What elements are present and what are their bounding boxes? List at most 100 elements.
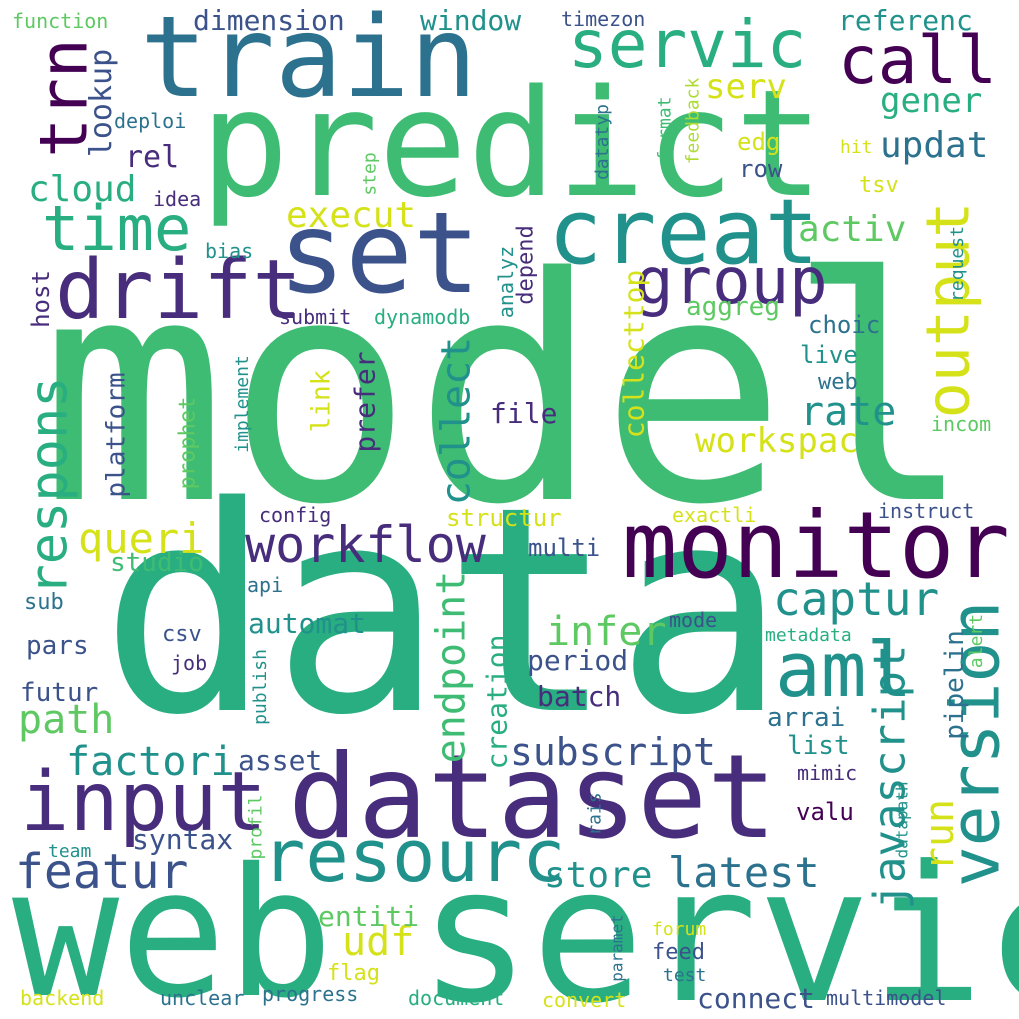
word-aggreg: aggreg — [686, 292, 780, 322]
word-referenc: referenc — [838, 4, 973, 37]
word-incom: incom — [931, 412, 992, 436]
word-test: test — [663, 965, 707, 986]
word-choic: choic — [808, 311, 881, 339]
word-csv: csv — [162, 622, 202, 647]
word-prefer: prefer — [348, 351, 382, 453]
word-gener: gener — [880, 81, 983, 121]
word-multimodel: multimodel — [826, 986, 947, 1010]
word-model: model — [40, 212, 974, 573]
word-time: time — [42, 192, 192, 265]
word-subscript: subscript — [510, 730, 716, 774]
word-collect: collect — [433, 336, 480, 506]
word-feedback: feedback — [682, 77, 704, 165]
word-pars: pars — [26, 631, 89, 661]
word-team: team — [48, 841, 92, 862]
word-store: store — [544, 855, 653, 896]
word-connect: connect — [697, 982, 816, 1015]
word-tsv: tsv — [859, 173, 899, 198]
word-workspac: workspac — [695, 421, 859, 461]
word-idea: idea — [153, 187, 202, 211]
word-rel: rel — [125, 140, 180, 175]
word-creation: creation — [480, 634, 514, 770]
word-host: host — [26, 270, 55, 328]
word-dimension: dimension — [193, 4, 345, 37]
word-collecttop: collecttop — [617, 269, 651, 439]
word-dataset: dataset — [288, 730, 777, 865]
word-timezon: timezon — [561, 7, 646, 31]
word-asset: asset — [238, 744, 323, 777]
word-endpoint: endpoint — [428, 570, 475, 764]
word-futur: futur — [20, 678, 99, 708]
word-rais: rais — [584, 792, 606, 836]
word-flag: flag — [327, 961, 380, 986]
word-backend: backend — [20, 986, 105, 1010]
word-set: set — [278, 189, 481, 319]
word-pipelin: pipelin — [939, 630, 970, 740]
word-dynamodb: dynamodb — [374, 305, 471, 329]
word-hit: hit — [840, 137, 873, 158]
word-path: path — [18, 697, 115, 743]
word-udf: udf — [342, 919, 415, 965]
word-valu: valu — [796, 798, 854, 826]
word-studio: studio — [110, 548, 204, 578]
word-predict: predict — [200, 58, 824, 230]
word-automat: automat — [248, 607, 367, 640]
word-arrai: arrai — [767, 703, 846, 733]
word-deploi: deploi — [114, 109, 187, 133]
word-depend: depend — [513, 225, 539, 305]
word-featur: featur — [15, 844, 189, 900]
word-datapath: datapath — [892, 781, 912, 859]
word-analyz: analyz — [494, 245, 519, 319]
word-exactli: exactli — [672, 503, 757, 527]
word-progress: progress — [262, 982, 359, 1006]
word-train: train — [140, 0, 478, 123]
word-servic-large: servic — [418, 826, 1019, 1019]
word-step: step — [359, 152, 381, 196]
word-multi: multi — [528, 534, 601, 562]
word-function: function — [12, 9, 109, 33]
word-edg: edg — [737, 128, 781, 156]
word-link: link — [306, 369, 337, 433]
word-platform: platform — [101, 372, 132, 498]
word-syntax: syntax — [132, 823, 234, 856]
word-infer: infer — [546, 609, 667, 655]
word-forum: forum — [652, 919, 707, 940]
word-activ: activ — [798, 209, 907, 250]
word-call: call — [838, 22, 997, 99]
word-cloud: cloud — [28, 169, 137, 210]
word-file: file — [490, 397, 558, 430]
word-unclear: unclear — [160, 986, 245, 1010]
word-live: live — [800, 341, 858, 369]
word-workflow: workflow — [245, 516, 486, 574]
word-javascript: javascript — [864, 644, 916, 910]
word-data: data — [100, 446, 787, 778]
word-factori: factori — [66, 739, 235, 785]
word-web-small: web — [818, 370, 858, 395]
word-latest: latest — [668, 848, 820, 897]
word-implement: implement — [231, 355, 253, 453]
word-web: web — [12, 830, 334, 1019]
word-rate: rate — [800, 389, 897, 435]
word-sub: sub — [24, 590, 64, 615]
word-run: run — [917, 798, 964, 872]
word-publish: publish — [249, 649, 271, 725]
word-group: group — [635, 245, 828, 319]
word-creat: creat — [548, 180, 819, 285]
word-alert: alert — [966, 613, 988, 669]
word-execut: execut — [286, 195, 417, 236]
word-submit: submit — [279, 305, 352, 329]
word-resourc: resourc — [262, 814, 566, 898]
word-request: request — [946, 226, 968, 302]
word-window: window — [420, 4, 522, 37]
word-list: list — [787, 731, 850, 761]
word-updat: updat — [880, 125, 989, 166]
word-datatyp: datatyp — [591, 104, 613, 180]
word-servic-top: servic — [568, 6, 807, 83]
word-instruct: instruct — [878, 499, 975, 523]
word-captur: captur — [773, 572, 940, 626]
word-monitor: monitor — [622, 492, 1010, 599]
word-convert: convert — [542, 988, 627, 1012]
word-mimic: mimic — [797, 761, 858, 785]
word-mode: mode — [669, 608, 718, 632]
